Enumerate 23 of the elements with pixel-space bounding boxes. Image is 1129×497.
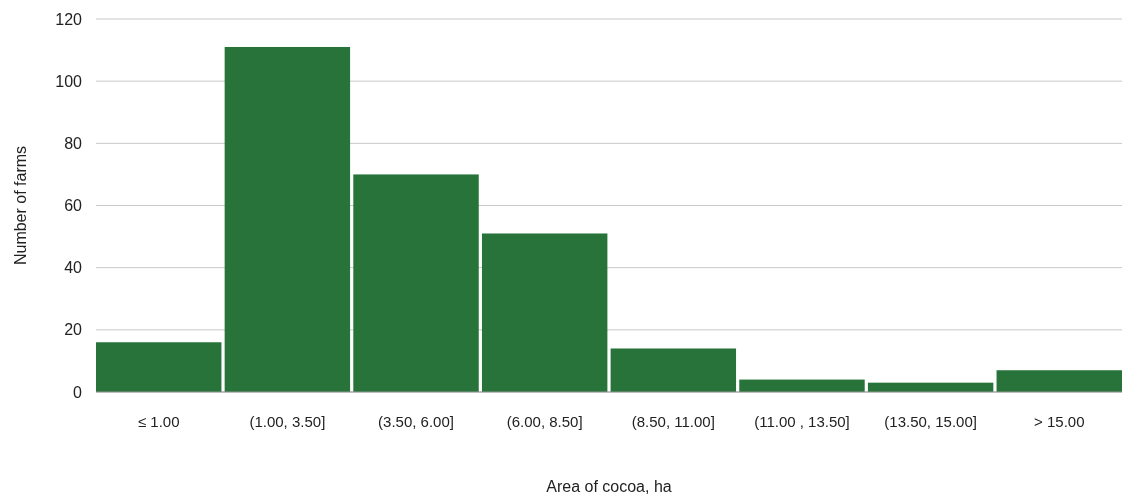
x-axis-title: Area of cocoa, ha <box>546 478 672 495</box>
bar <box>353 174 479 392</box>
x-tick-label: (13.50, 15.00] <box>884 413 977 430</box>
bar <box>610 348 737 392</box>
y-tick-label: 120 <box>55 10 83 28</box>
y-axis-title: Number of farms <box>12 145 29 266</box>
bar <box>481 233 608 392</box>
x-tick-label: ≤ 1.00 <box>137 413 180 430</box>
y-tick-label: 60 <box>64 197 83 215</box>
x-tick-label: (8.50, 11.00] <box>631 413 715 430</box>
y-tick-label: 40 <box>64 259 83 277</box>
x-tick-label: > 15.00 <box>1034 413 1085 430</box>
bar <box>96 342 222 392</box>
bar <box>996 370 1122 392</box>
y-tick-label: 0 <box>73 383 83 401</box>
x-tick-label: (6.00, 8.50] <box>506 413 583 430</box>
y-tick-label: 100 <box>55 72 83 90</box>
x-tick-label: (11.00 , 13.50] <box>754 413 850 430</box>
y-tick-label: 80 <box>64 134 83 152</box>
bar <box>224 46 351 392</box>
x-tick-label: (3.50, 6.00] <box>378 413 454 430</box>
x-tick-label: (1.00, 3.50] <box>249 413 326 430</box>
y-tick-label: 20 <box>64 321 83 339</box>
